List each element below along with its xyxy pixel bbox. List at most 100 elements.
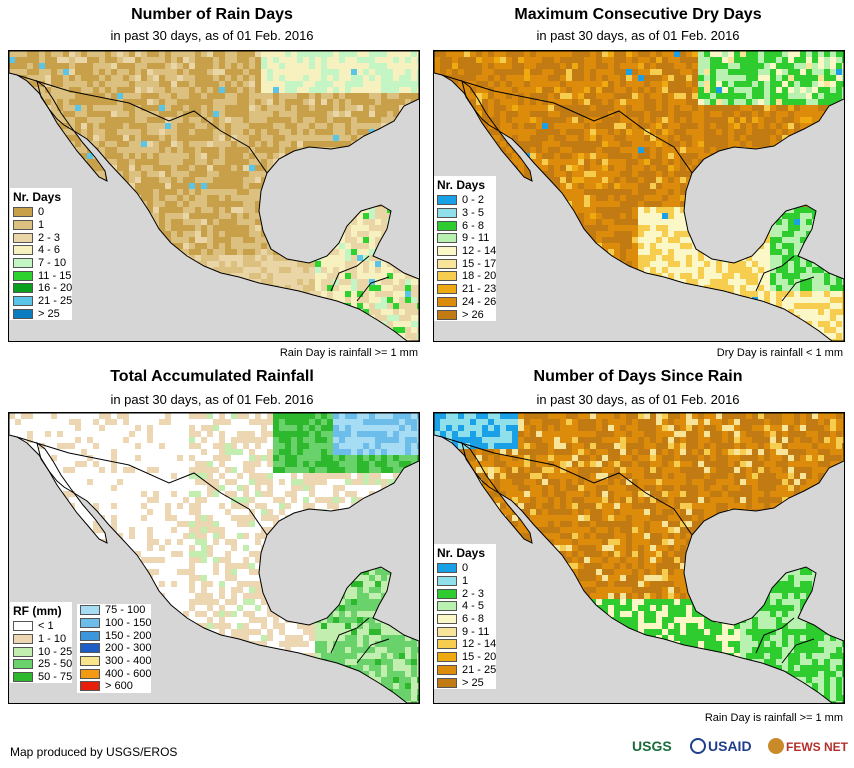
legend-item: 9 - 11 [437, 625, 496, 638]
legend-label: 21 - 23 [462, 283, 497, 296]
legend-swatch [437, 576, 457, 587]
legend-swatch [437, 208, 457, 219]
legend-label: 15 - 17 [462, 257, 497, 270]
legend-swatch [80, 643, 100, 654]
legend-label: 150 - 200 [105, 629, 152, 642]
legend-item: 50 - 75 [13, 671, 72, 684]
legend-label: 3 - 5 [462, 207, 485, 220]
map-canvas [434, 413, 844, 703]
legend-label: 4 - 6 [38, 244, 61, 257]
legend-label: 100 - 150 [105, 617, 152, 630]
note-dry-days: Dry Day is rainfall < 1 mm [716, 347, 843, 359]
legend-title-since-rain: Nr. Days [437, 546, 486, 560]
legend-item: 15 - 20 [437, 651, 496, 664]
country-borders [16, 74, 390, 302]
legend-swatch [13, 207, 33, 218]
legend-label: > 25 [462, 676, 484, 689]
legend-label: 6 - 8 [462, 219, 485, 232]
legend-item: 1 [13, 219, 72, 232]
legend-item: 150 - 200 [80, 629, 151, 642]
legend-label: 10 - 25 [38, 645, 73, 658]
legend-item: 100 - 150 [80, 617, 151, 630]
legend-item: < 1 [13, 620, 72, 633]
usaid-seal-icon [690, 738, 706, 754]
legend-item: 9 - 11 [437, 232, 496, 245]
legend-label: 1 - 10 [38, 633, 67, 646]
baja-coastline [461, 441, 533, 544]
legend-label: > 26 [462, 308, 484, 321]
legend-swatch [13, 308, 33, 319]
legend-item: 12 - 14 [437, 638, 496, 651]
legend-swatch [437, 258, 457, 269]
legend-swatch [437, 271, 457, 282]
map-rain-days [8, 50, 420, 342]
legend-item: 11 - 15 [13, 269, 72, 282]
panel-title-total-rainfall: Total Accumulated Rainfall [110, 368, 314, 385]
coastline [9, 51, 419, 341]
legend-swatch [13, 232, 33, 243]
fewsnet-emblem-icon [768, 738, 784, 754]
usgs-logo: USGS [632, 738, 672, 754]
legend-label: 21 - 25 [38, 295, 73, 308]
legend-swatch [437, 563, 457, 574]
legend-swatch [80, 681, 100, 692]
footer-credit: Map produced by USGS/EROS [10, 745, 178, 759]
legend-label: 2 - 3 [38, 231, 61, 244]
legend-swatch [437, 296, 457, 307]
fewsnet-logo-text: FEWS NET [786, 740, 848, 754]
country-borders [441, 436, 815, 664]
legend-item: 21 - 23 [437, 283, 496, 296]
legend-swatch [13, 283, 33, 294]
coastline [9, 413, 419, 703]
legend-label: < 1 [38, 620, 54, 633]
legend-swatch [437, 220, 457, 231]
usaid-logo: USAID [690, 738, 752, 754]
legend-label: 12 - 14 [462, 638, 497, 651]
legend-label: 25 - 50 [38, 658, 73, 671]
legend-swatch [13, 258, 33, 269]
legend-item: 6 - 8 [437, 613, 496, 626]
panel-title-since-rain: Number of Days Since Rain [533, 368, 743, 385]
legend-item: 6 - 8 [437, 219, 496, 232]
legend-swatch [80, 668, 100, 679]
legend-item: 18 - 20 [437, 270, 496, 283]
legend-label: 15 - 20 [462, 651, 497, 664]
legend-swatch [13, 672, 33, 683]
usaid-logo-text: USAID [708, 738, 752, 754]
legend-swatch [437, 588, 457, 599]
legend-swatch [80, 630, 100, 641]
legend-item: > 26 [437, 308, 496, 321]
panel-subtitle-rain-days: in past 30 days, as of 01 Feb. 2016 [110, 28, 314, 43]
map-canvas [434, 51, 844, 341]
legend-item: 21 - 25 [437, 664, 496, 677]
map-canvas [9, 51, 419, 341]
legend-item: 200 - 300 [80, 642, 151, 655]
legend-label: 4 - 5 [462, 600, 485, 613]
legend-item: > 600 [80, 680, 151, 693]
legend-swatch [437, 614, 457, 625]
legend-swatch [80, 656, 100, 667]
legend-label: 300 - 400 [105, 655, 152, 668]
legend-item: 7 - 10 [13, 257, 72, 270]
legend-swatch [437, 677, 457, 688]
legend-label: 16 - 20 [38, 282, 73, 295]
legend-label: 50 - 75 [38, 671, 73, 684]
legend-item: 24 - 26 [437, 296, 496, 309]
map-dry-days [433, 50, 845, 342]
legend-item: 10 - 25 [13, 645, 72, 658]
panel-subtitle-total-rainfall: in past 30 days, as of 01 Feb. 2016 [110, 392, 314, 407]
legend-swatch [437, 246, 457, 257]
note-rain-days: Rain Day is rainfall >= 1 mm [279, 347, 418, 359]
panel-title-dry-days: Maximum Consecutive Dry Days [514, 6, 762, 23]
legend-total-rainfall-2: 75 - 100 100 - 150 150 - 200 200 - 300 300 -… [77, 604, 152, 693]
legend-label: 2 - 3 [462, 587, 485, 600]
legend-label: 6 - 8 [462, 613, 485, 626]
legend-item: 25 - 50 [13, 658, 72, 671]
fewsnet-logo: FEWS NET [768, 738, 848, 754]
legend-label: 9 - 11 [462, 625, 490, 638]
legend-item: 2 - 3 [13, 231, 72, 244]
